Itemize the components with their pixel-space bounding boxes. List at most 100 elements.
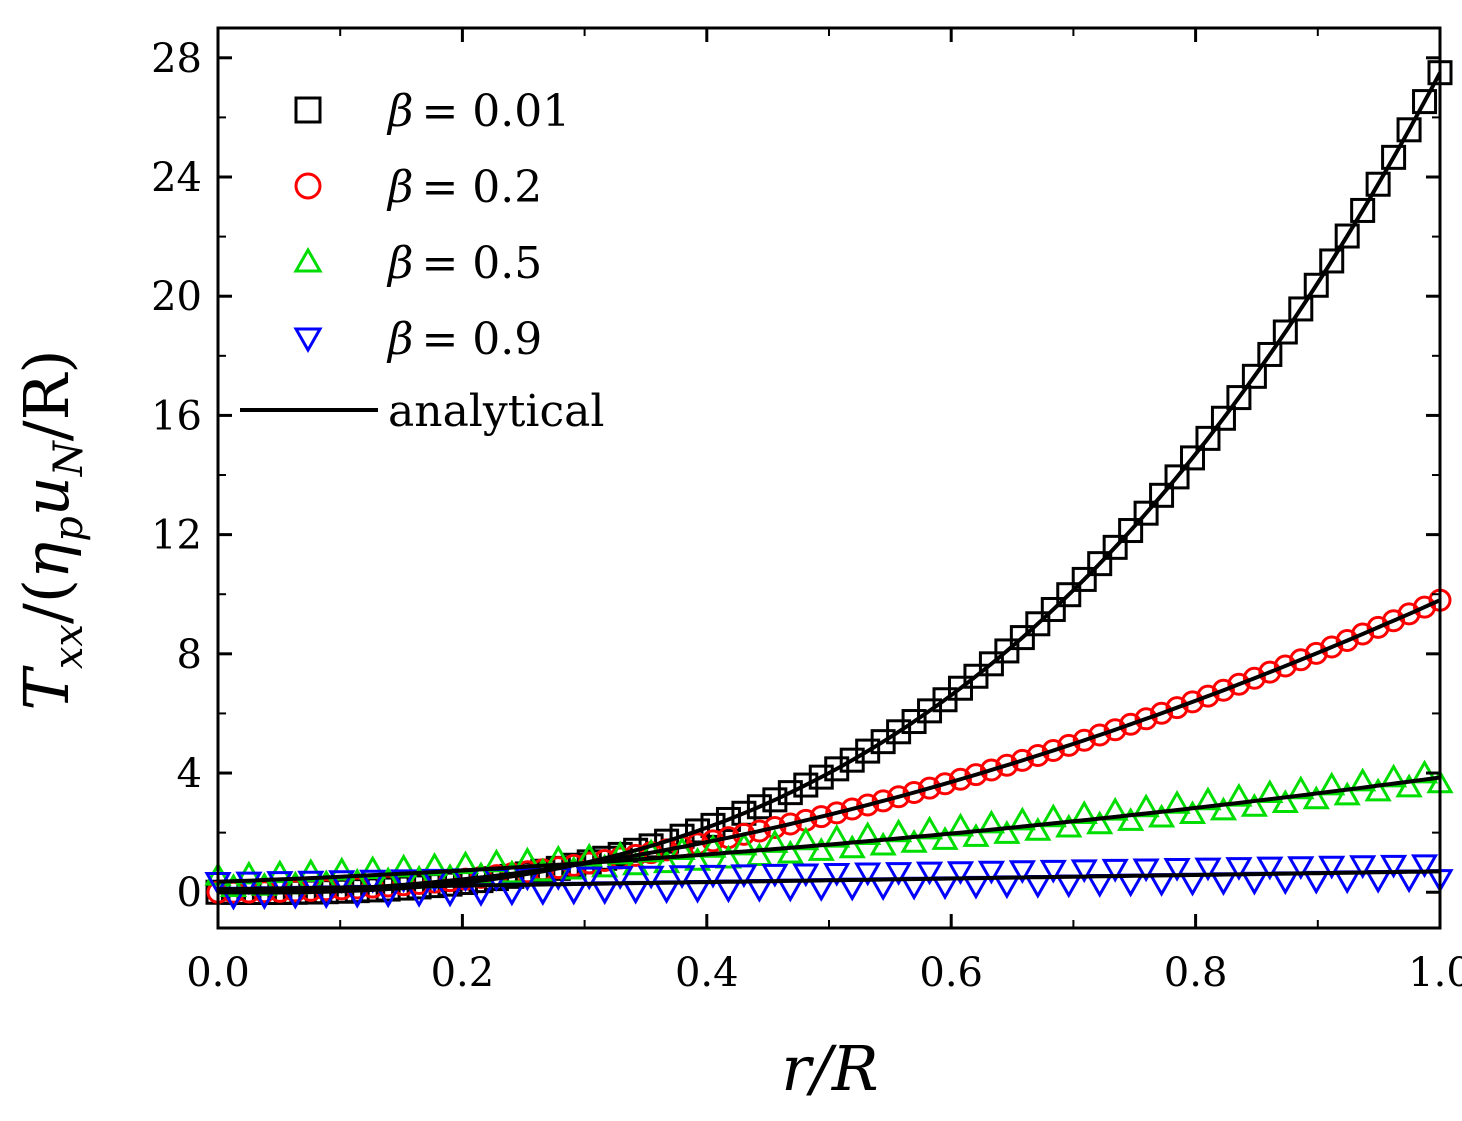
series-2-point (933, 772, 957, 796)
series-3-point (1024, 816, 1052, 841)
legend-item-4: β = 0.9 (293, 314, 542, 365)
series-3-point (1163, 790, 1191, 814)
series-4-point (513, 867, 541, 892)
series-2-point (1088, 723, 1112, 747)
series-4-point (1070, 859, 1098, 884)
series-2-point (1041, 738, 1065, 762)
series-4-point (1256, 856, 1284, 881)
series-3-point (1117, 807, 1145, 831)
series-1-point (1241, 363, 1267, 389)
analytical-line-3 (217, 775, 1441, 884)
series-2-point (856, 793, 880, 817)
series-3-point (761, 829, 789, 853)
series-3-point (1039, 803, 1067, 828)
series-3-point (1225, 782, 1253, 807)
x-tick-label: 1.0 (1408, 950, 1462, 996)
series-4-point (885, 862, 913, 886)
series-1-point (793, 772, 819, 798)
series-3-point (699, 833, 727, 858)
series-2-point (1227, 672, 1251, 696)
series-3-point (1147, 803, 1176, 828)
series-3-point (869, 831, 897, 856)
series-1-point (994, 638, 1020, 664)
series-4-markers (204, 854, 1454, 911)
series-1-point (1319, 248, 1345, 274)
series-2-point (763, 816, 787, 840)
series-2-point (1010, 748, 1034, 772)
series-2-point (979, 758, 1003, 782)
series-3-point (1070, 800, 1098, 824)
series-3-point (1209, 796, 1238, 821)
series-4-point (946, 861, 975, 885)
series-4-point (1101, 858, 1129, 883)
legend-item-3: β = 0.5 (293, 238, 542, 289)
series-1-point (1195, 425, 1221, 451)
series-4-point (761, 863, 789, 888)
series-2-point (918, 776, 942, 800)
series-4-point (792, 863, 820, 888)
series-3-point (900, 828, 928, 853)
series-2-point (1196, 684, 1220, 708)
series-4-point (575, 866, 603, 891)
series-2-point (887, 785, 911, 809)
series-3-point (219, 873, 248, 897)
series-3-point (714, 844, 743, 869)
series-4-point (915, 861, 944, 886)
y-tick-label: 24 (151, 155, 202, 201)
series-4-point (1194, 857, 1222, 882)
series-3-point (652, 849, 681, 874)
legend-value: = 0.9 (421, 314, 542, 365)
legend-label-2: β = 0.2 (386, 162, 542, 213)
legend-marker-2 (294, 172, 322, 200)
series-3-point (390, 853, 418, 878)
series-1-point (824, 756, 850, 782)
legend-label-analytical: analytical (388, 386, 604, 437)
series-1-point (1149, 482, 1175, 508)
y-tick-label: 16 (151, 393, 202, 439)
series-1-point (839, 747, 865, 773)
series-3-point (993, 820, 1021, 844)
series-4-point (266, 871, 294, 895)
series-2-point (1181, 690, 1205, 714)
series-2-point (825, 801, 849, 825)
series-4-point (977, 860, 1006, 885)
series-3-point (1178, 800, 1207, 824)
series-3-point (931, 826, 959, 850)
legend-marker-3 (293, 246, 323, 273)
series-3-point (915, 815, 944, 840)
series-2-point (1304, 641, 1328, 665)
series-3-point (328, 856, 356, 881)
series-1-point (1164, 464, 1190, 490)
series-3-point (1132, 793, 1160, 818)
series-1-point (762, 787, 788, 813)
series-3-point (776, 839, 804, 864)
legend-beta-symbol: β (386, 238, 413, 289)
series-1-point (1087, 551, 1113, 577)
series-2-point (1289, 648, 1313, 672)
series-2-point (1026, 743, 1050, 767)
series-1-point (1180, 445, 1206, 471)
series-3-point (1194, 786, 1222, 811)
y-tick-label: 20 (151, 274, 202, 320)
y-axis-title: Txx/(ηpuN/R) (10, 349, 92, 710)
x-tick-label: 0.8 (1164, 950, 1228, 996)
series-1-point (1133, 500, 1159, 526)
series-4-point (823, 863, 851, 887)
series-1-point (1025, 611, 1051, 637)
legend-beta-symbol: β (386, 86, 413, 137)
y-title-open: /( (10, 579, 83, 624)
series-2-point (1273, 654, 1297, 678)
series-4-point (606, 866, 634, 890)
analytical-line-4 (217, 869, 1441, 892)
series-3-point (807, 837, 835, 861)
series-1-point (1396, 117, 1422, 143)
series-4-point (1132, 858, 1160, 883)
series-3-point (1333, 781, 1361, 806)
series-3-point (1086, 810, 1114, 835)
series-3-point (823, 823, 851, 848)
y-title-T: T (10, 665, 83, 711)
series-1-point (1009, 625, 1035, 651)
series-3-point (838, 834, 866, 859)
legend-marker-4 (293, 327, 323, 354)
